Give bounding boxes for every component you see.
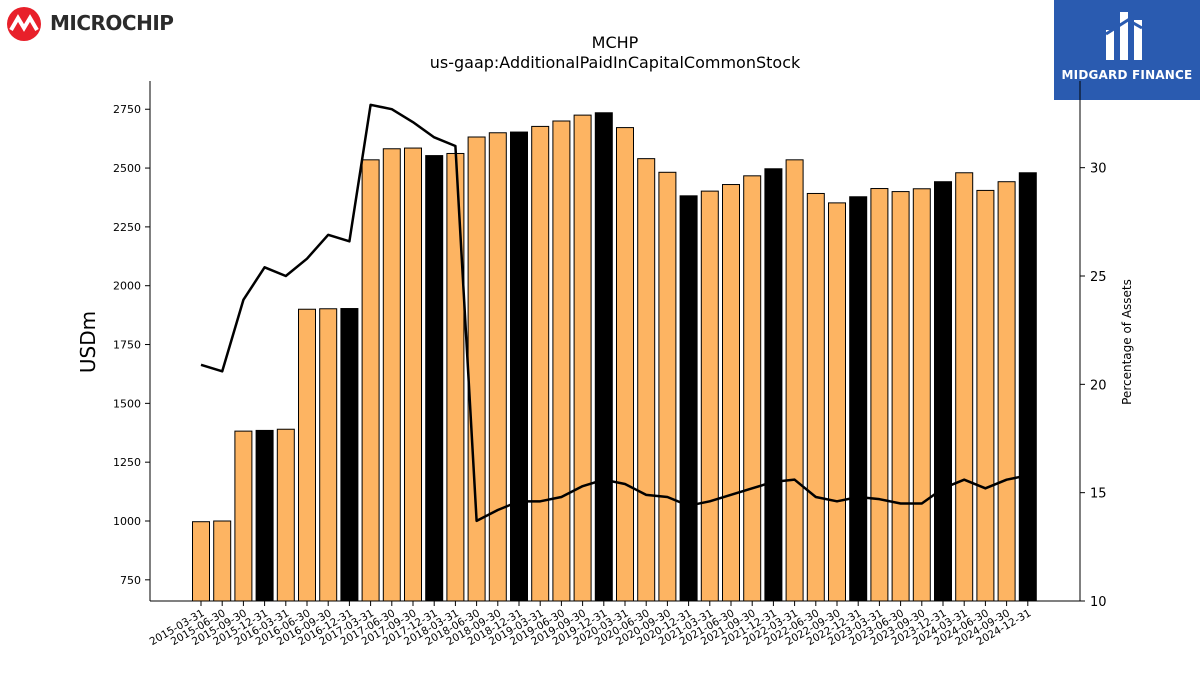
bar [361,159,380,602]
y2-tick-label: 15 [1090,487,1107,502]
bar [382,148,401,602]
bar [997,181,1016,602]
bar [891,191,910,602]
y-tick-label: 2250 [113,221,141,234]
bar [488,132,507,602]
bar [340,308,359,602]
bar [192,521,210,602]
y2-tick-label: 25 [1090,270,1107,285]
bar [828,202,846,602]
bar [446,152,465,602]
microchip-logo: MICROCHIP [6,6,176,42]
bar [552,120,571,602]
bar [467,136,486,602]
bar [849,196,868,602]
bar [976,189,995,602]
bar [743,175,762,602]
bar [679,195,698,602]
bar [234,430,253,602]
y-tick-label: 1500 [113,397,141,410]
bar [658,171,677,602]
bar [594,112,613,602]
bar [510,131,528,602]
y2-tick-label: 10 [1090,595,1107,610]
bar [764,168,783,602]
bar [298,308,316,602]
y-tick-label: 2750 [113,103,141,116]
y2-axis-label: Percentage of Assets [1120,279,1134,405]
chart-title: MCHP [592,33,639,52]
y-tick-label: 2500 [113,162,141,175]
bar [616,127,634,602]
y-tick-label: 1000 [113,515,141,528]
y-axis-label: USDm [76,311,100,373]
bar [785,159,804,602]
chart-subtitle: us-gaap:AdditionalPaidInCapitalCommonSto… [430,53,801,72]
bar [870,188,889,602]
bar [276,428,295,602]
bar [722,184,740,602]
midgard-finance-logo: MIDGARD FINANCE [1054,0,1200,100]
microchip-logo-text: MICROCHIP [50,11,174,35]
plot-area: 750 1000 1250 1500 1750 2000 2250 2500 2750 10 15 2… [113,81,1107,648]
midgard-logo-text: MIDGARD FINANCE [1061,68,1193,82]
bar [319,308,338,602]
bar [1018,172,1037,602]
bar [255,429,274,602]
bar [637,158,656,602]
percentage-line [200,103,1029,523]
microchip-logo-icon [7,7,41,41]
bar [934,181,952,602]
bar [955,172,974,602]
bar [404,147,422,602]
y2-tick-label: 20 [1090,378,1107,393]
y-tick-label: 1750 [113,339,141,352]
bar [425,155,444,602]
y2-tick-label: 30 [1090,162,1107,177]
y-tick-label: 750 [120,574,141,587]
bar [700,190,719,602]
midgard-logo-icon [1105,12,1143,60]
bar [573,114,592,602]
bar [213,520,232,602]
bar [912,188,931,602]
y-tick-label: 2000 [113,280,141,293]
bar [806,192,825,602]
bar [531,125,550,602]
y-tick-label: 1250 [113,456,141,469]
